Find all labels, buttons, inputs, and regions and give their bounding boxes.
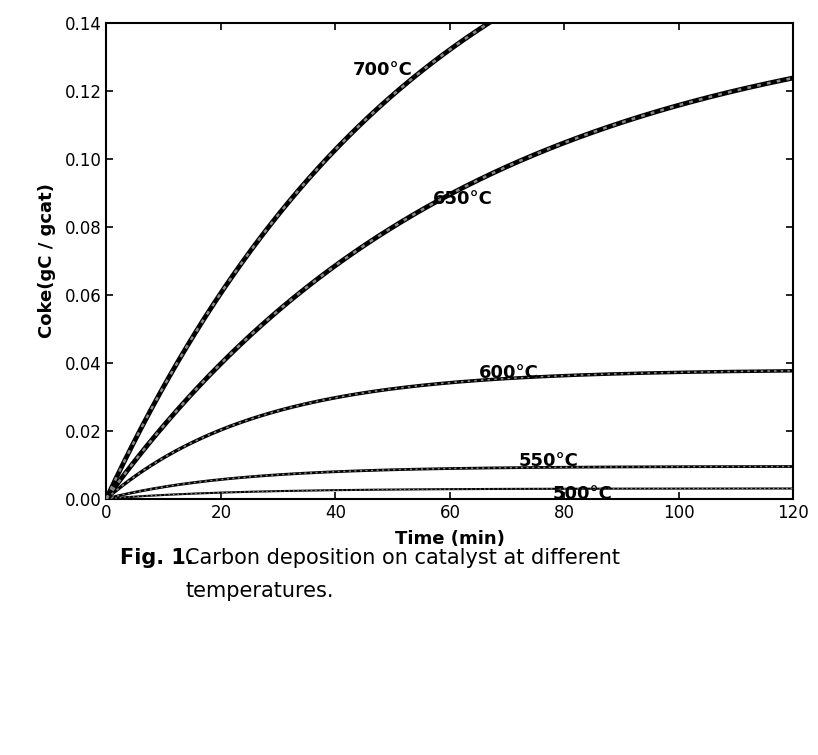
X-axis label: Time (min): Time (min) [395, 530, 505, 548]
Text: 500°C: 500°C [553, 485, 613, 503]
Y-axis label: Coke(gC / gcat): Coke(gC / gcat) [38, 183, 56, 338]
Text: 600°C: 600°C [479, 364, 538, 382]
Text: 700°C: 700°C [353, 61, 412, 79]
Text: 550°C: 550°C [519, 452, 578, 470]
Text: Fig. 1.: Fig. 1. [120, 548, 194, 569]
Text: Carbon deposition on catalyst at different
temperatures.: Carbon deposition on catalyst at differe… [186, 548, 620, 601]
Text: 650°C: 650°C [433, 190, 492, 208]
